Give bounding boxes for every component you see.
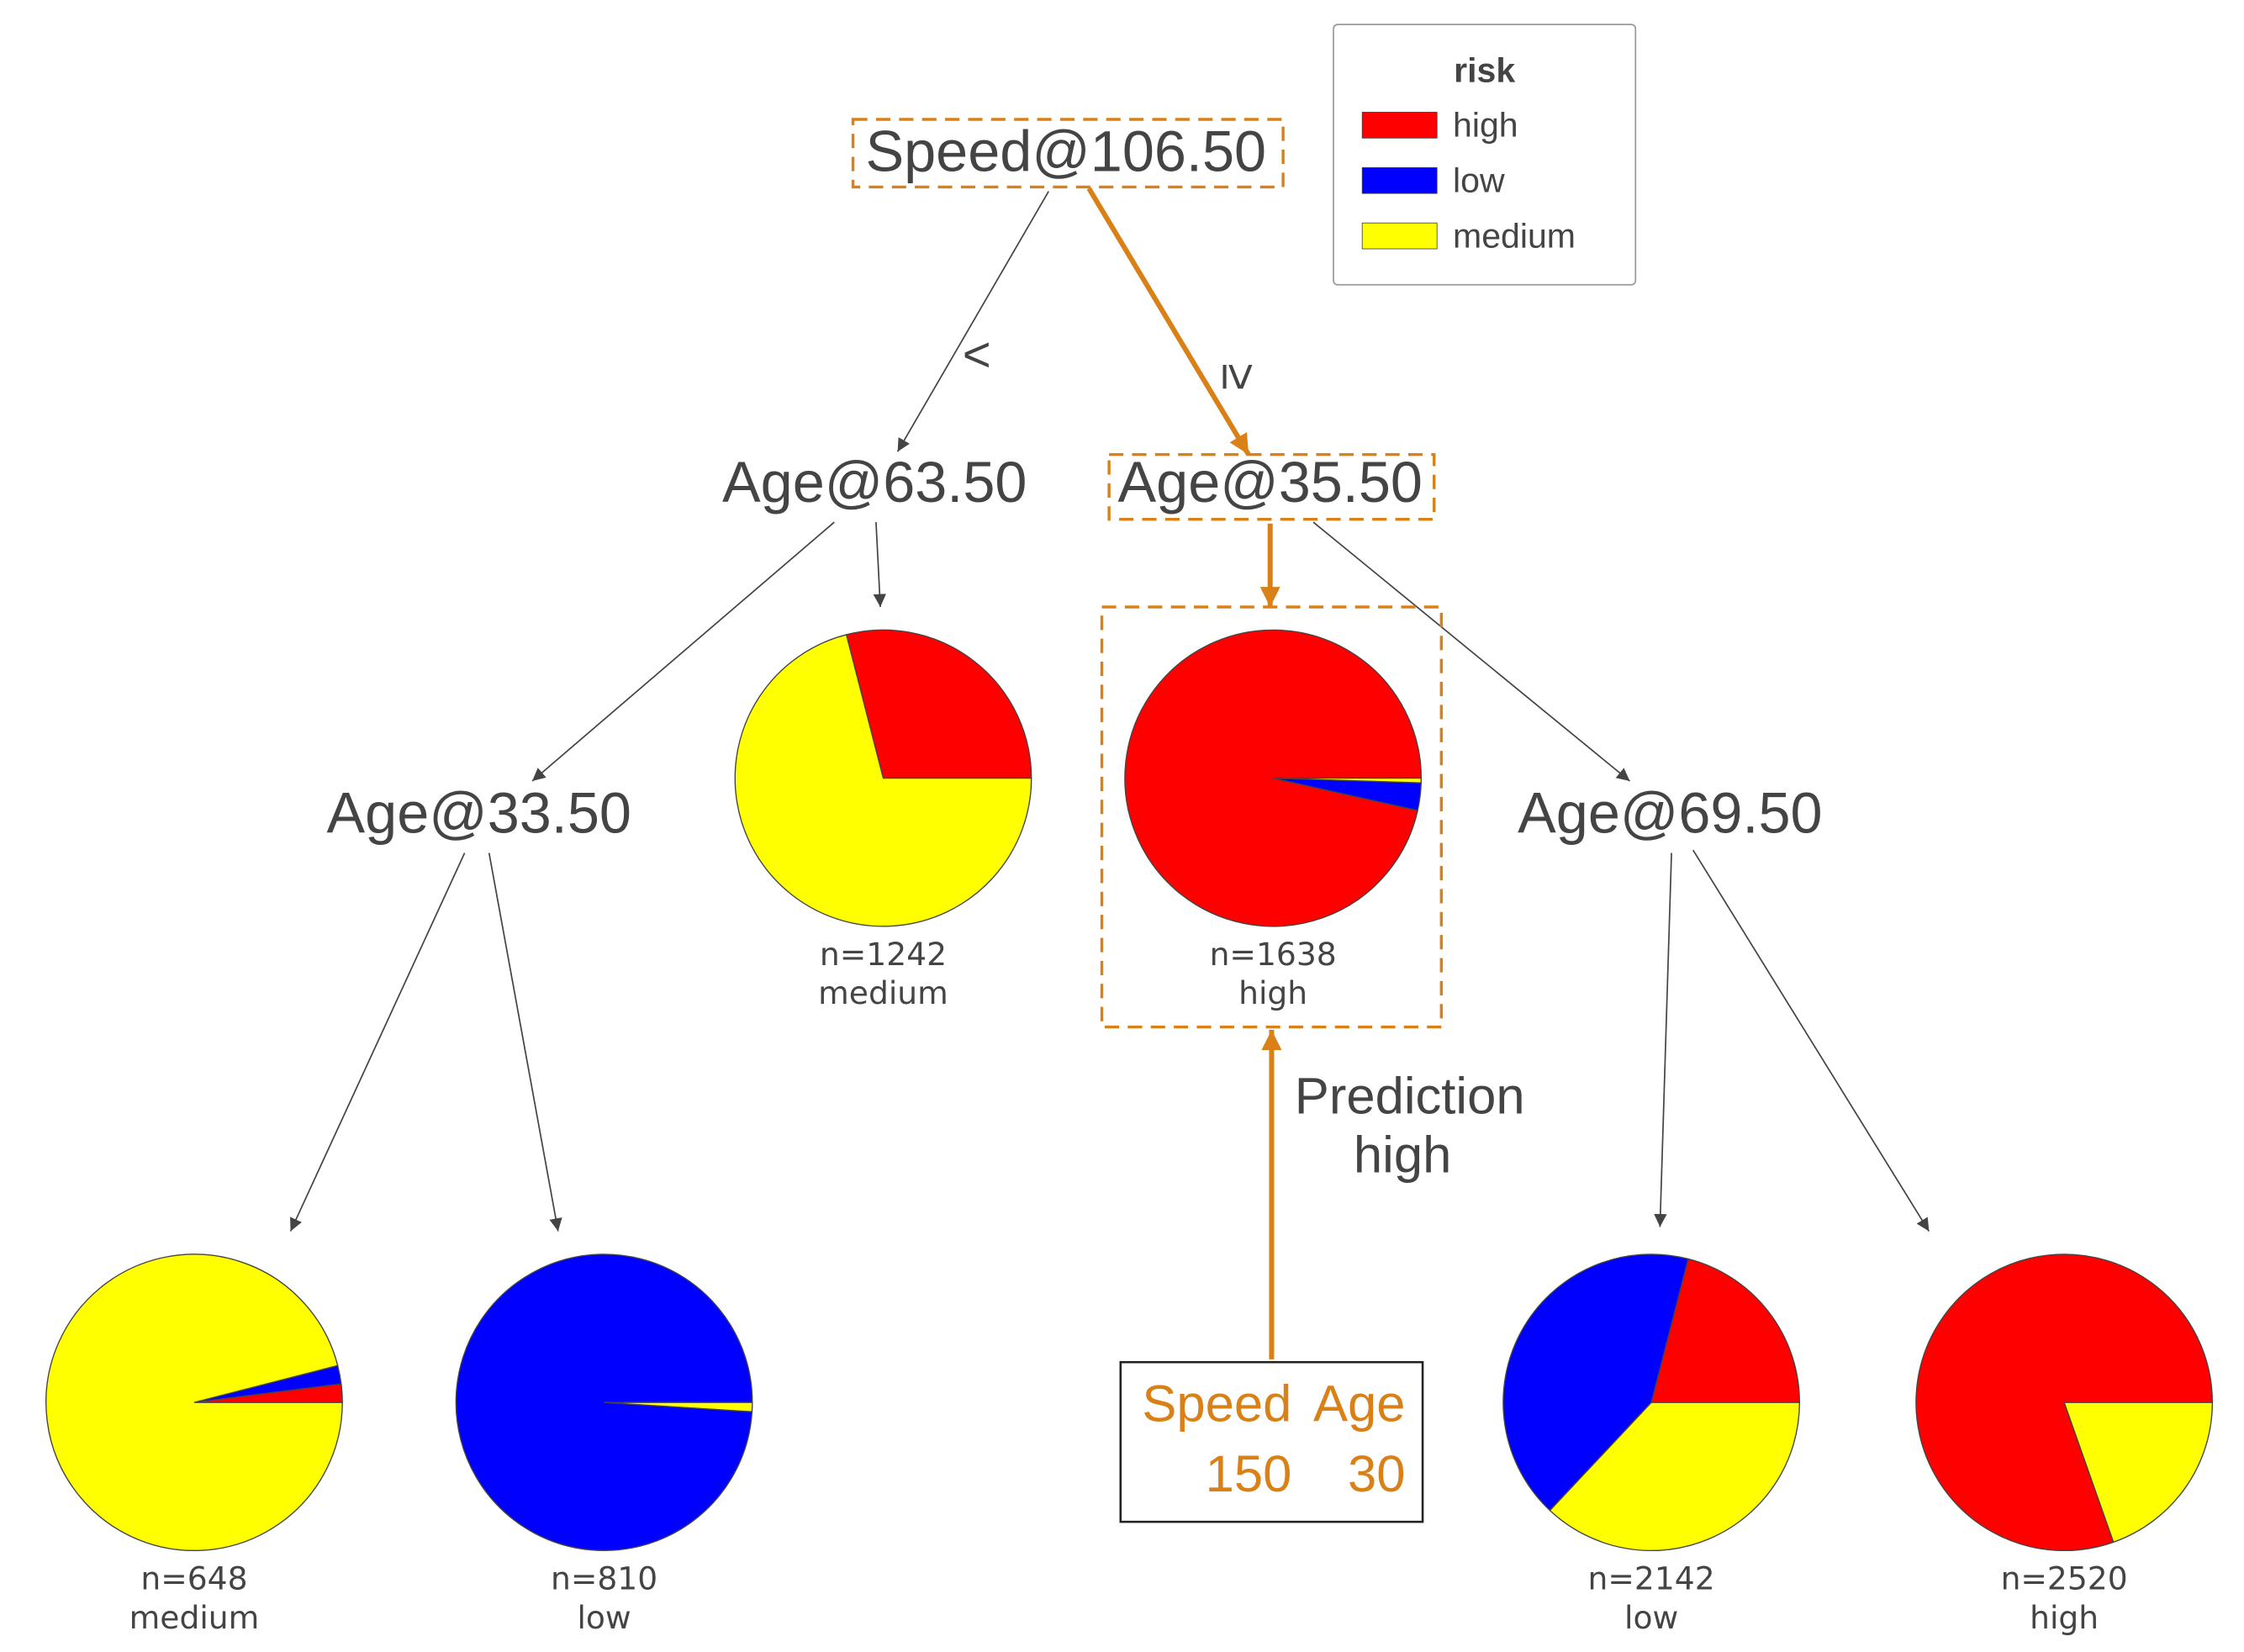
- pie-slice: [845, 629, 1032, 779]
- input-header: Age: [1313, 1375, 1406, 1433]
- pie-slice: [45, 1254, 343, 1552]
- split-node: Speed@106.50: [865, 119, 1266, 184]
- input-value: 30: [1348, 1445, 1406, 1503]
- leaf-class: low: [1624, 1599, 1678, 1636]
- leaf-count: n=1242: [820, 936, 947, 973]
- edge: [488, 852, 562, 1232]
- pie-slice: [2063, 1401, 2214, 1544]
- leaf-class: low: [577, 1599, 631, 1636]
- pie-slice: [1502, 1254, 1689, 1512]
- path-highlight: [1107, 452, 1436, 521]
- pie-slice: [734, 634, 1032, 927]
- input-table: Speed Age 150 30: [1142, 1375, 1405, 1503]
- input-box: [1119, 1360, 1424, 1523]
- legend-swatch: [1361, 222, 1438, 250]
- edge-label: ≥: [1212, 363, 1266, 390]
- leaf-class: high: [2030, 1599, 2099, 1636]
- legend-swatch: [1361, 166, 1438, 194]
- pie-slice: [1650, 1258, 1801, 1403]
- leaf-class: medium: [818, 974, 948, 1011]
- pie-slice: [1549, 1401, 1801, 1552]
- edges: [289, 187, 1930, 1359]
- input-value: 150: [1206, 1445, 1292, 1503]
- split-node: Age@33.50: [327, 781, 631, 846]
- edge-highlight: [1086, 187, 1251, 457]
- edge: [1312, 521, 1630, 782]
- split-node: Age@35.50: [1118, 450, 1423, 515]
- leaf-class: high: [1238, 974, 1307, 1011]
- legend-label: low: [1453, 161, 1505, 199]
- edge: [1654, 852, 1672, 1227]
- leaf-count: n=648: [140, 1560, 247, 1597]
- prediction-class: high: [1354, 1126, 1451, 1184]
- split-node: Age@63.50: [722, 450, 1027, 515]
- edge-label: <: [963, 327, 991, 382]
- legend-label: high: [1453, 106, 1518, 145]
- legend-swatch: [1361, 112, 1438, 139]
- split-node: Age@69.50: [1518, 781, 1822, 846]
- edge: [289, 852, 466, 1232]
- legend-box: [1333, 24, 1637, 286]
- edge: [873, 522, 886, 608]
- input-header: Speed: [1142, 1375, 1291, 1433]
- pie-slice: [1273, 777, 1423, 784]
- edge: [531, 521, 835, 782]
- prediction-label: Prediction: [1295, 1067, 1525, 1125]
- legend-label: medium: [1453, 216, 1576, 255]
- path-highlight: [851, 118, 1285, 189]
- leaf-count: n=2520: [2001, 1560, 2128, 1597]
- leaf-count: n=1638: [1210, 936, 1337, 973]
- legend: risk high low medium: [1333, 24, 1637, 286]
- legend-title: risk: [1454, 51, 1515, 90]
- leaf-count: n=810: [551, 1560, 657, 1597]
- edge: [896, 191, 1049, 452]
- edge: [1692, 849, 1930, 1232]
- pie-slice: [604, 1401, 753, 1412]
- leaf-count: n=2142: [1588, 1560, 1715, 1597]
- leaf-class: medium: [129, 1599, 260, 1636]
- path-highlight: [1100, 605, 1444, 1029]
